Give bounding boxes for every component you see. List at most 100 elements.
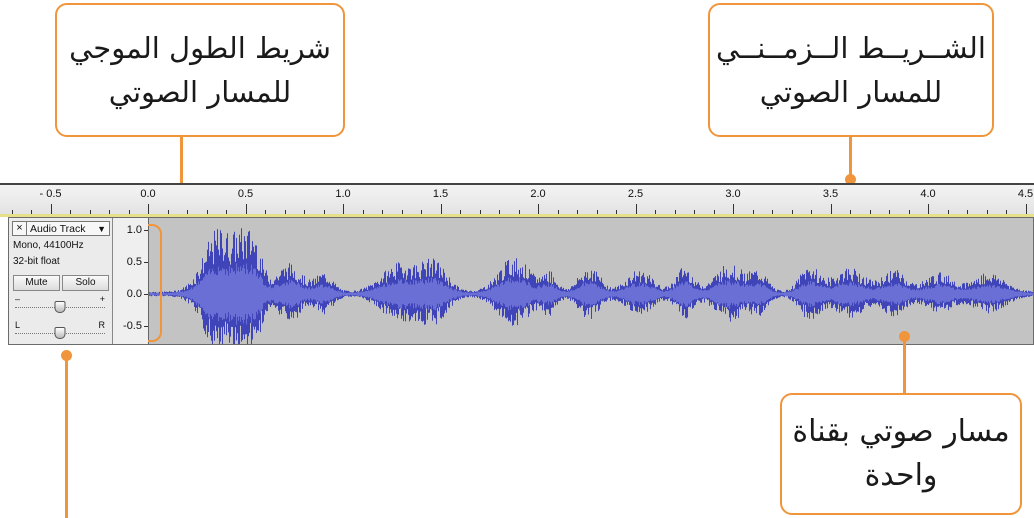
amplitude-label: -0.5: [123, 320, 142, 332]
ruler-tick: [167, 210, 169, 214]
ruler-tick: [440, 204, 442, 214]
ruler-tick: [889, 210, 890, 214]
amplitude-tick: [144, 294, 148, 295]
ruler-tick: [323, 210, 325, 214]
ruler-tick: [733, 204, 734, 214]
callout-mono-track-line1: مسار صوتي بقناة: [792, 414, 1010, 449]
ruler-tick: [226, 210, 227, 214]
ruler-label: 4.5: [1017, 188, 1034, 200]
ruler-tick: [986, 210, 988, 214]
solo-button[interactable]: Solo: [62, 275, 109, 291]
ruler-label: - 0.5: [39, 188, 62, 200]
ruler-tick: [538, 204, 539, 214]
timeline-ruler-baseline: [0, 214, 1034, 217]
ruler-tick: [70, 210, 71, 214]
callout-timeline: الشــريــط الــزمــنــي للمسار الصوتي: [708, 3, 994, 137]
pan-slider-thumb[interactable]: [54, 327, 66, 339]
callout-timeline-line2: للمسار الصوتي: [759, 75, 943, 109]
ruler-tick: [772, 210, 773, 214]
ruler-tick: [869, 210, 871, 214]
ruler-tick: [791, 210, 793, 214]
ruler-tick: [11, 210, 13, 214]
track-control-panel: × Audio Track ▼ Mono, 44100Hz 32-bit flo…: [9, 218, 113, 344]
gain-slider-thumb[interactable]: [54, 301, 66, 313]
ruler-tick: [557, 210, 559, 214]
ruler-tick: [31, 210, 32, 214]
ruler-tick: [401, 210, 403, 214]
track-close-button[interactable]: ×: [13, 222, 27, 235]
amplitude-label: 1.0: [126, 224, 142, 236]
waveform-rms: [149, 263, 1033, 325]
amplitude-tick: [144, 326, 148, 327]
ruler-tick: [109, 210, 110, 214]
leader-mono-track: [903, 337, 906, 393]
ruler-tick: [1025, 204, 1027, 214]
ruler-tick: [245, 204, 247, 214]
callout-timeline-line1: الشــريــط الــزمــنــي: [716, 31, 986, 65]
ruler-tick: [830, 204, 832, 214]
amplitude-label: 0.0: [126, 288, 142, 300]
ruler-label: 2.0: [530, 188, 546, 200]
waveform: [149, 228, 1033, 344]
ruler-tick: [967, 210, 968, 214]
ruler-tick: [460, 210, 461, 214]
track-name-row: × Audio Track ▼: [12, 221, 110, 236]
ruler-tick: [128, 210, 130, 214]
ruler-tick: [577, 210, 578, 214]
track-format-info: Mono, 44100Hz: [13, 240, 84, 251]
ruler-tick: [752, 210, 754, 214]
ruler-tick: [635, 204, 637, 214]
ruler-label: 0.5: [237, 188, 254, 200]
ruler-tick: [947, 210, 949, 214]
ruler-label: 1.5: [432, 188, 449, 200]
ruler-tick: [811, 210, 812, 214]
ruler-tick: [343, 204, 344, 214]
ruler-tick: [850, 210, 851, 214]
ruler-tick: [518, 210, 520, 214]
ruler-tick: [479, 210, 481, 214]
ruler-tick: [616, 210, 617, 214]
leader-mono-track-dot: [899, 331, 910, 342]
audio-track[interactable]: × Audio Track ▼ Mono, 44100Hz 32-bit flo…: [8, 217, 1034, 345]
callout-waveform-bar: شريط الطول الموجي للمسار الصوتي: [55, 3, 345, 137]
callout-waveform-bar-line2: للمسار الصوتي: [108, 75, 292, 109]
amplitude-scale-bracket: [148, 224, 162, 342]
gain-slider[interactable]: – +: [15, 294, 105, 314]
ruler-label: 3.5: [822, 188, 839, 200]
leader-timeline-dot: [845, 174, 856, 185]
ruler-tick: [206, 210, 208, 214]
timeline-ruler[interactable]: - 0.5 0.0 0.5 1.0 1.5 2.0 2.5 3.0 3.5 4.0 4.5: [0, 183, 1034, 216]
gain-plus-label: +: [99, 294, 105, 304]
ruler-tick: [382, 210, 383, 214]
ruler-label: 2.5: [627, 188, 644, 200]
ruler-tick: [362, 210, 364, 214]
amplitude-tick: [144, 262, 148, 263]
ruler-label: 4.0: [920, 188, 936, 200]
ruler-label: 0.0: [140, 188, 156, 200]
ruler-tick: [304, 210, 305, 214]
ruler-tick: [89, 210, 91, 214]
leader-timeline: [849, 137, 852, 178]
ruler-tick: [713, 210, 715, 214]
ruler-tick: [187, 210, 188, 214]
callout-mono-track-line2: واحدة: [864, 458, 938, 493]
pan-slider[interactable]: L R: [15, 320, 105, 340]
mute-solo-row: Mute Solo: [13, 275, 109, 291]
gain-minus-label: –: [15, 294, 21, 304]
waveform-area[interactable]: [149, 218, 1033, 344]
ruler-tick: [1006, 210, 1007, 214]
leader-control-panel: [65, 356, 68, 518]
ruler-tick: [655, 210, 656, 214]
amplitude-tick: [144, 230, 148, 231]
leader-control-panel-dot: [61, 350, 72, 361]
track-name-label: Audio Track: [30, 222, 86, 235]
ruler-tick: [421, 210, 422, 214]
ruler-tick: [265, 210, 266, 214]
mute-button[interactable]: Mute: [13, 275, 60, 291]
ruler-tick: [50, 204, 52, 214]
track-name-menu-button[interactable]: Audio Track ▼: [27, 222, 109, 235]
ruler-tick: [674, 210, 676, 214]
callout-mono-track: مسار صوتي بقناة واحدة: [780, 393, 1022, 515]
amplitude-scale[interactable]: 1.0 0.5 0.0 -0.5: [113, 218, 149, 344]
track-bit-depth-info: 32-bit float: [13, 256, 60, 267]
